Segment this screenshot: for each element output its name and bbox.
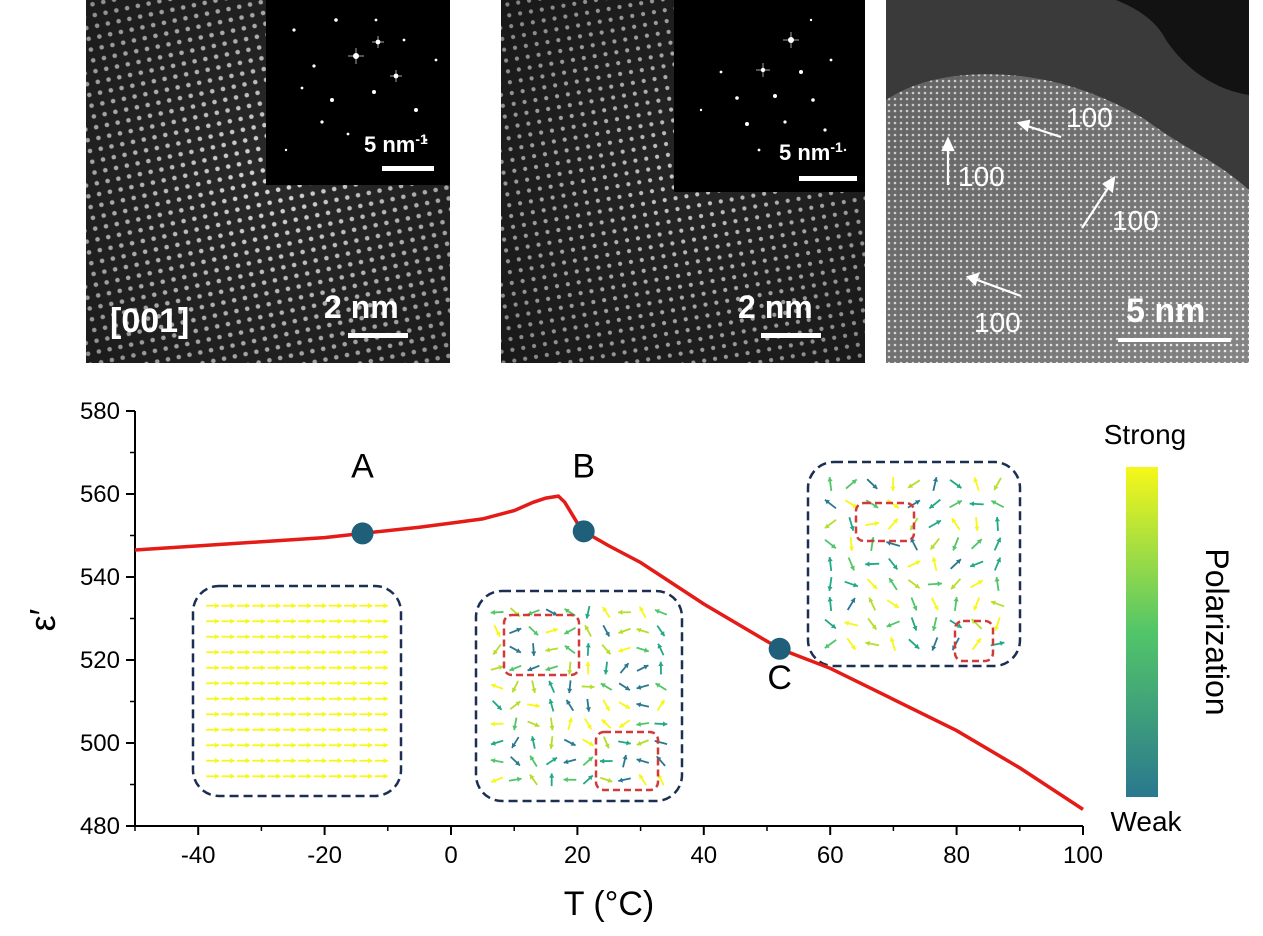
polarization-maps xyxy=(193,462,1020,801)
fft-scale-bar xyxy=(799,176,857,181)
direction-label: 100 xyxy=(974,307,1021,338)
x-tick-label: 40 xyxy=(690,842,717,869)
scale-bar xyxy=(761,333,821,338)
state-marker-b xyxy=(573,520,595,542)
x-tick-label: 60 xyxy=(817,842,844,869)
x-tick-label: 0 xyxy=(444,842,457,869)
state-label-a: A xyxy=(351,447,374,485)
scale-bar xyxy=(348,333,408,338)
scale-bar xyxy=(1118,338,1231,342)
polarization-colorbar: Strong Weak Polarization xyxy=(1104,419,1235,837)
x-tick-label: 100 xyxy=(1063,842,1103,869)
scale-bar-label: 5 nm xyxy=(1126,292,1205,330)
x-axis-label: T (°C) xyxy=(564,885,654,923)
y-tick-label: 540 xyxy=(80,564,120,591)
fft-inset: 5 nm-1 xyxy=(674,0,865,192)
x-tick-label: -40 xyxy=(181,842,216,869)
stem-image-right: 100 100 100 100 5 nm xyxy=(886,0,1249,363)
scale-bar-label: 2 nm xyxy=(324,289,399,325)
stem-image-middle: 5 nm-1 2 nm xyxy=(501,0,865,363)
scale-bar-label: 2 nm xyxy=(738,289,813,325)
colorbar-title: Polarization xyxy=(1199,548,1235,715)
polarization-map-inset xyxy=(808,462,1020,666)
stem-image-left: 5 nm-1 [001] 2 nm xyxy=(86,0,450,363)
state-marker-c xyxy=(769,638,791,660)
polarization-map-inset xyxy=(476,591,682,801)
y-tick-label: 580 xyxy=(80,398,120,425)
colorbar-bottom-label: Weak xyxy=(1110,806,1182,837)
colorbar-top-label: Strong xyxy=(1104,419,1187,450)
direction-label: 100 xyxy=(1066,102,1113,133)
state-marker-a xyxy=(352,522,374,544)
polarization-map-inset xyxy=(193,586,401,796)
state-label-b: B xyxy=(572,447,595,485)
zone-axis-label: [001] xyxy=(110,302,189,340)
y-tick-label: 480 xyxy=(80,813,120,840)
colorbar-gradient xyxy=(1126,467,1158,797)
fft-scale-bar xyxy=(382,166,434,171)
state-label-c: C xyxy=(767,659,792,697)
y-tick-label: 560 xyxy=(80,481,120,508)
x-tick-label: 20 xyxy=(564,842,591,869)
x-tick-label: -20 xyxy=(307,842,342,869)
fft-inset: 5 nm-1 xyxy=(266,0,450,185)
y-tick-label: 520 xyxy=(80,647,120,674)
y-axis-label: ε′ xyxy=(22,608,63,631)
direction-label: 100 xyxy=(1112,205,1159,236)
direction-label: 100 xyxy=(958,161,1005,192)
x-tick-label: 80 xyxy=(943,842,970,869)
permittivity-chart: -40 -20 0 20 40 60 80 100 480 500 520 540 560 580 A B C… xyxy=(0,370,1263,936)
y-tick-label: 500 xyxy=(80,730,120,757)
